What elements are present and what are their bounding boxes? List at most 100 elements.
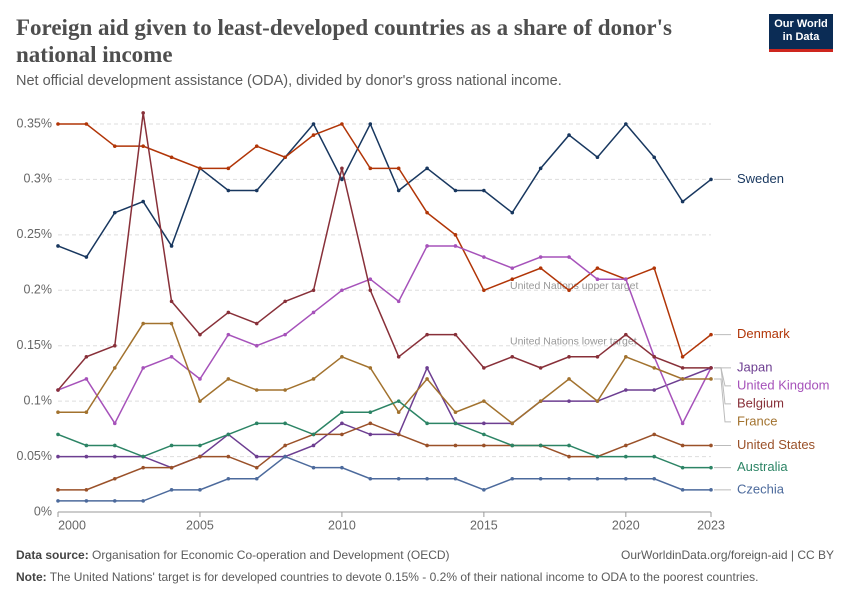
data-point [254, 343, 259, 348]
data-point [340, 288, 344, 293]
series-line [58, 123, 712, 359]
data-point [56, 499, 60, 503]
data-point [680, 443, 685, 448]
data-point [396, 476, 401, 481]
data-point [482, 366, 486, 370]
data-point [709, 332, 713, 337]
series-line [58, 366, 712, 469]
data-point [226, 332, 231, 337]
data-point [84, 255, 89, 259]
data-point [226, 310, 231, 315]
data-point [283, 443, 287, 448]
data-point [56, 244, 60, 248]
data-point [141, 499, 145, 503]
data-point [112, 366, 117, 370]
legend-label: Sweden [737, 171, 784, 186]
data-point [538, 166, 543, 171]
data-point [680, 199, 685, 204]
data-point [254, 188, 259, 193]
data-point [311, 133, 316, 137]
data-point [198, 377, 202, 381]
data-point [538, 366, 543, 370]
data-point [141, 321, 145, 326]
data-point [84, 122, 89, 126]
data-point [198, 454, 202, 459]
data-point [482, 421, 486, 426]
data-point [453, 332, 458, 337]
url[interactable]: OurWorldinData.org/foreign-aid | CC BY [621, 548, 834, 562]
data-point [652, 476, 657, 481]
data-point [169, 155, 174, 160]
data-point [595, 399, 600, 403]
logo[interactable]: Our World in Data [769, 14, 833, 52]
data-point [624, 476, 628, 481]
data-point [169, 443, 174, 448]
data-point [482, 255, 486, 259]
data-point [226, 432, 231, 437]
y-tick-label: 0.05% [17, 449, 52, 463]
legend-label: Belgium [737, 395, 784, 410]
series-line [57, 122, 712, 258]
data-point [141, 144, 145, 148]
data-point [340, 432, 344, 437]
data-point [368, 277, 373, 282]
data-point [624, 388, 628, 392]
data-point [652, 355, 657, 359]
data-point [198, 488, 202, 492]
data-point [652, 388, 657, 392]
data-point [709, 366, 713, 370]
data-point [652, 266, 657, 270]
data-point [510, 443, 515, 448]
data-point [198, 332, 202, 337]
data-point [254, 454, 259, 459]
data-point [396, 299, 401, 304]
data-point [510, 277, 515, 282]
data-point [453, 244, 458, 248]
data-point [652, 366, 657, 370]
data-point [567, 288, 571, 293]
y-tick-label: 0.15% [17, 338, 52, 352]
series-line [57, 245, 712, 426]
data-point [425, 210, 429, 215]
note-label: Note: [16, 570, 47, 584]
chart-title: Foreign aid given to least-developed cou… [16, 15, 672, 67]
data-point [396, 188, 401, 193]
data-point [169, 244, 174, 248]
legend-label: Denmark [737, 326, 790, 341]
data-point [112, 499, 117, 503]
data-point [112, 454, 117, 459]
x-tick-label: 2020 [612, 518, 640, 532]
data-point [482, 288, 486, 293]
data-point [624, 332, 628, 337]
data-point [311, 465, 316, 470]
data-point [368, 166, 373, 171]
data-point [226, 476, 231, 481]
series-line [57, 112, 711, 391]
data-point [56, 432, 60, 437]
y-tick-label: 0.25% [17, 227, 52, 241]
data-point [396, 399, 401, 403]
data-point [311, 288, 316, 293]
y-tick-label: 0.3% [24, 172, 53, 186]
data-point [368, 366, 373, 370]
data-point [595, 266, 600, 270]
data-point [112, 144, 117, 148]
data-point [283, 454, 287, 459]
data-point [84, 355, 89, 359]
data-point [709, 177, 713, 182]
data-point [141, 366, 145, 370]
legend-label: France [737, 413, 777, 428]
data-point [482, 443, 486, 448]
label-connector [714, 367, 731, 405]
data-point [709, 377, 713, 381]
annotation: United Nations lower target [510, 335, 637, 347]
data-point [226, 454, 231, 459]
data-point [198, 443, 202, 448]
data-point [340, 122, 344, 126]
data-point [709, 443, 713, 448]
y-tick-label: 0.2% [24, 283, 53, 297]
data-point [538, 255, 543, 259]
series-line [58, 422, 711, 491]
data-point [567, 133, 571, 137]
